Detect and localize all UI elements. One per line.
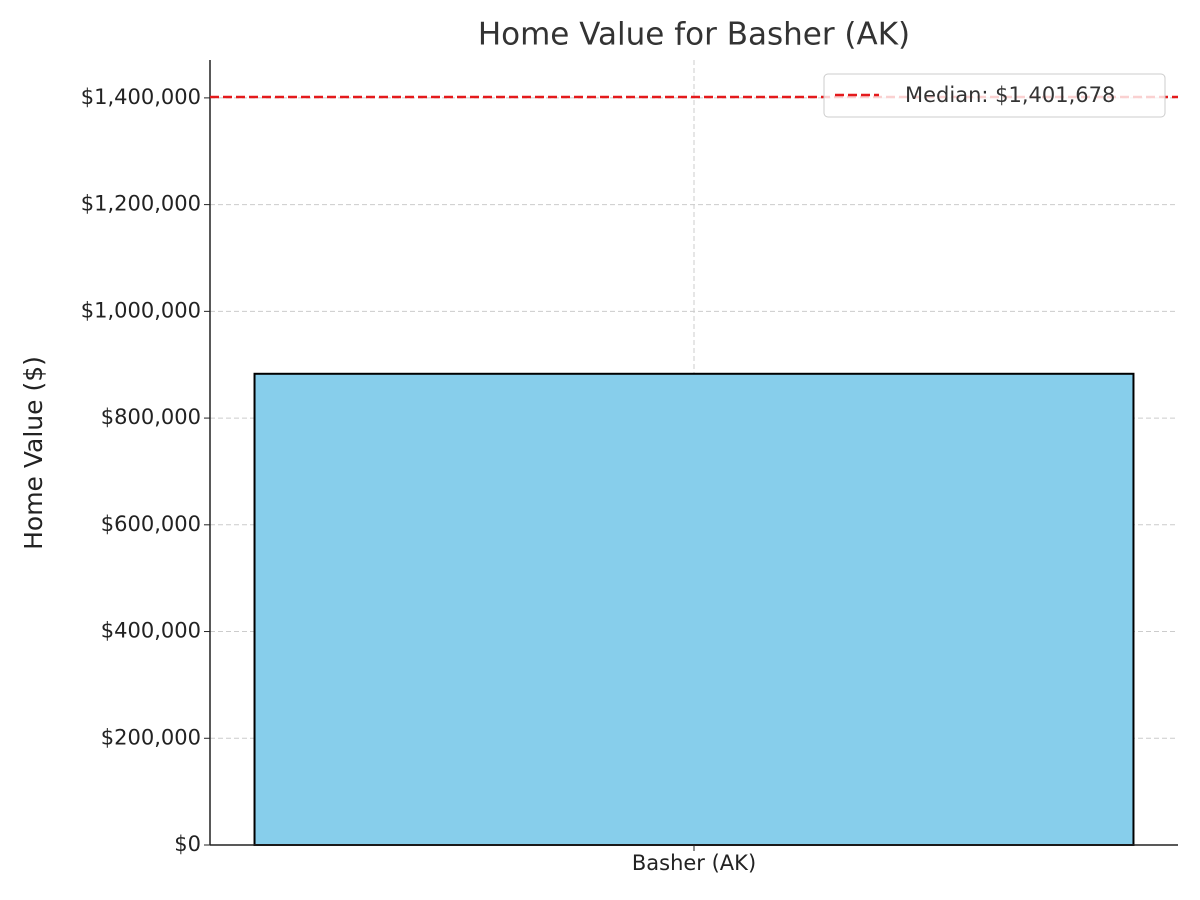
y-tick-label: $1,400,000 xyxy=(81,85,201,109)
y-tick-label: $1,000,000 xyxy=(81,298,201,322)
legend-label: Median: $1,401,678 xyxy=(905,83,1115,107)
bar xyxy=(253,372,1135,846)
y-axis-label: Home Value ($) xyxy=(19,356,48,550)
y-tick-label: $0 xyxy=(174,832,201,856)
y-tick-label: $200,000 xyxy=(101,725,201,749)
y-tick-label: $800,000 xyxy=(101,405,201,429)
y-tick-label: $600,000 xyxy=(101,512,201,536)
x-tick-label: Basher (AK) xyxy=(632,851,756,875)
legend-box xyxy=(823,73,1166,118)
y-tick-label: $1,200,000 xyxy=(81,192,201,216)
y-tick-label: $400,000 xyxy=(101,619,201,643)
chart-title: Home Value for Basher (AK) xyxy=(478,17,910,53)
